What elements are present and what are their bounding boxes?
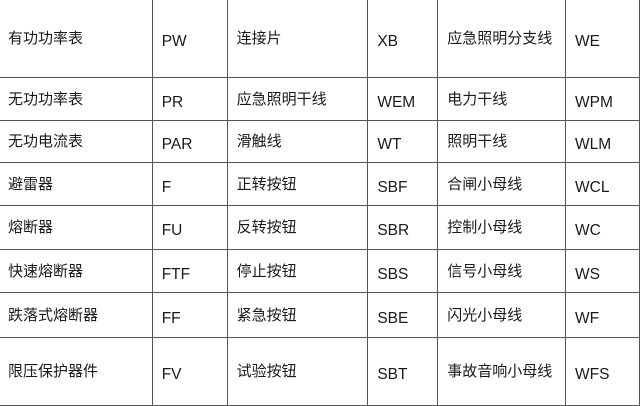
device-code-cell: FF bbox=[151, 292, 228, 338]
device-name-cell: 跌落式熔断器 bbox=[0, 292, 153, 338]
device-code-cell: SBS bbox=[367, 249, 439, 293]
device-code-cell: WT bbox=[367, 120, 439, 163]
line-name-cell: 照明干线 bbox=[437, 120, 566, 163]
device-name-cell: 快速熔断器 bbox=[0, 249, 153, 293]
line-code-cell: WLM bbox=[565, 120, 640, 163]
line-code-cell: WS bbox=[565, 249, 640, 293]
line-code-cell: WPM bbox=[565, 77, 640, 121]
table-row: 快速熔断器 FTF 停止按钮 SBS 信号小母线 WS bbox=[0, 249, 640, 293]
device-code-cell: XB bbox=[367, 0, 439, 78]
line-code-cell: WCL bbox=[565, 162, 640, 206]
device-code-cell: PAR bbox=[151, 120, 228, 163]
table-row: 有功功率表 PW 连接片 XB 应急照明分支线 WE bbox=[0, 0, 640, 78]
device-code-cell: SBE bbox=[367, 292, 439, 338]
device-code-cell: PR bbox=[151, 77, 228, 121]
device-name-cell: 紧急按钮 bbox=[226, 292, 369, 338]
device-code-cell: SBT bbox=[367, 337, 439, 406]
device-name-cell: 应急照明干线 bbox=[226, 77, 369, 121]
table-row: 无功电流表 PAR 滑触线 WT 照明干线 WLM bbox=[0, 120, 640, 163]
device-name-cell: 停止按钮 bbox=[226, 249, 369, 293]
line-name-cell: 电力干线 bbox=[437, 77, 566, 121]
device-name-cell: 连接片 bbox=[226, 0, 369, 78]
device-code-cell: FTF bbox=[151, 249, 228, 293]
line-name-cell: 信号小母线 bbox=[437, 249, 566, 293]
device-code-cell: PW bbox=[151, 0, 228, 78]
device-code-cell: F bbox=[151, 162, 228, 206]
table-row: 跌落式熔断器 FF 紧急按钮 SBE 闪光小母线 WF bbox=[0, 292, 640, 338]
device-name-cell: 无功电流表 bbox=[0, 120, 153, 163]
device-name-cell: 试验按钮 bbox=[226, 337, 369, 406]
device-name-cell: 限压保护器件 bbox=[0, 337, 153, 406]
line-name-cell: 应急照明分支线 bbox=[437, 0, 566, 78]
device-name-cell: 无功功率表 bbox=[0, 77, 153, 121]
device-code-cell: SBR bbox=[367, 205, 439, 250]
device-code-cell: FV bbox=[151, 337, 228, 406]
line-code-cell: WF bbox=[565, 292, 640, 338]
table-row: 限压保护器件 FV 试验按钮 SBT 事故音响小母线 WFS bbox=[0, 337, 640, 406]
table-row: 无功功率表 PR 应急照明干线 WEM 电力干线 WPM bbox=[0, 77, 640, 121]
line-name-cell: 闪光小母线 bbox=[437, 292, 566, 338]
table-row: 避雷器 F 正转按钮 SBF 合闸小母线 WCL bbox=[0, 162, 640, 206]
line-code-cell: WE bbox=[565, 0, 640, 78]
line-name-cell: 事故音响小母线 bbox=[437, 337, 566, 406]
device-name-cell: 熔断器 bbox=[0, 205, 153, 250]
line-code-cell: WFS bbox=[565, 337, 640, 406]
device-name-cell: 反转按钮 bbox=[226, 205, 369, 250]
table-row: 熔断器 FU 反转按钮 SBR 控制小母线 WC bbox=[0, 205, 640, 250]
device-code-cell: FU bbox=[151, 205, 228, 250]
line-name-cell: 控制小母线 bbox=[437, 205, 566, 250]
device-name-cell: 有功功率表 bbox=[0, 0, 153, 78]
device-name-cell: 滑触线 bbox=[226, 120, 369, 163]
line-code-cell: WC bbox=[565, 205, 640, 250]
line-name-cell: 合闸小母线 bbox=[437, 162, 566, 206]
device-code-cell: SBF bbox=[367, 162, 439, 206]
device-code-cell: WEM bbox=[367, 77, 439, 121]
device-name-cell: 避雷器 bbox=[0, 162, 153, 206]
device-name-cell: 正转按钮 bbox=[226, 162, 369, 206]
